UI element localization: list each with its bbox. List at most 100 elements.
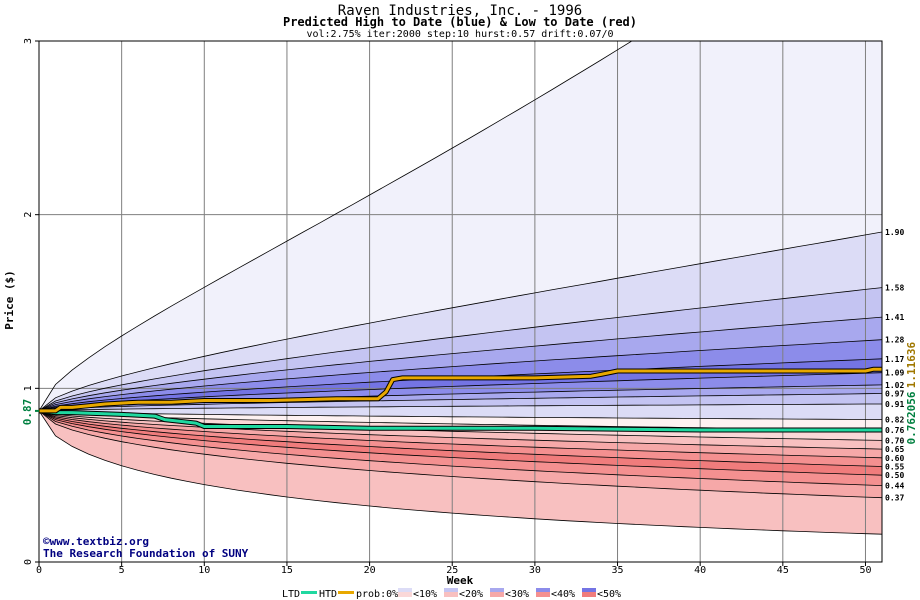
probability-band — [39, 287, 882, 411]
x-tick-label: 20 — [364, 565, 376, 576]
percentile-end-label: 0.55 — [885, 462, 904, 471]
legend-item-label: <10% — [413, 589, 437, 600]
probability-band — [39, 410, 882, 458]
percentile-line — [39, 393, 882, 412]
percentile-end-label: 1.09 — [885, 369, 904, 378]
percentile-end-label: 0.97 — [885, 390, 904, 399]
percentile-line — [39, 41, 633, 412]
probability-band — [39, 339, 882, 411]
probability-band — [39, 317, 882, 411]
percentile-end-label: 0.82 — [885, 416, 904, 425]
percentile-end-label: 1.28 — [885, 336, 904, 345]
x-tick-label: 35 — [612, 565, 624, 576]
chart-title: Raven Industries, Inc. - 1996 — [338, 3, 582, 19]
probability-band — [39, 410, 882, 430]
legend-item-label: <20% — [459, 589, 483, 600]
percentile-line — [39, 410, 882, 450]
percentile-end-label: 0.70 — [885, 436, 904, 445]
legend-swatch-blue — [398, 588, 412, 592]
y-tick-label: 3 — [23, 38, 34, 44]
y-axis-label: Price ($) — [3, 270, 16, 330]
legend-swatch-red — [398, 588, 412, 597]
percentile-line — [39, 410, 882, 535]
legend-htd-swatch — [338, 591, 354, 594]
probability-band — [39, 410, 882, 476]
y-tick-label: 2 — [23, 212, 34, 218]
percentile-end-label: 1.41 — [885, 313, 904, 322]
percentile-line — [39, 287, 882, 412]
x-tick-label: 50 — [859, 565, 871, 576]
percentile-line — [39, 410, 882, 499]
x-tick-label: 5 — [119, 565, 125, 576]
percentile-end-label: 0.37 — [885, 494, 904, 503]
probability-band — [39, 410, 882, 450]
percentile-end-label: 0.60 — [885, 454, 904, 463]
percentile-line — [39, 372, 882, 412]
legend-ltd-label: LTD — [282, 589, 300, 600]
legend-ltd-swatch — [301, 591, 317, 594]
legend: LTD HTD prob:0% <10% <20% <30% <40% <50% — [282, 588, 621, 600]
htd-final-label: 1.11636 — [905, 341, 918, 388]
x-tick-label: 30 — [529, 565, 541, 576]
x-tick-label: 45 — [777, 565, 789, 576]
percentile-line — [39, 410, 882, 420]
probability-band — [39, 410, 882, 441]
x-tick-label: 0 — [36, 565, 42, 576]
percentile-end-label: 0.65 — [885, 445, 904, 454]
legend-swatch-red — [444, 588, 458, 597]
probability-band — [39, 372, 882, 411]
probability-band — [39, 384, 882, 411]
watermark-url: ©www.textbiz.org — [43, 535, 149, 548]
grid-lines — [39, 41, 882, 562]
legend-swatch-blue — [536, 588, 550, 592]
chart-params: vol:2.75% iter:2000 step:10 hurst:0.57 d… — [306, 29, 613, 40]
x-tick-label: 25 — [446, 565, 458, 576]
percentile-end-label: 1.90 — [885, 228, 904, 237]
plot-frame — [38, 40, 883, 563]
percentile-line — [39, 410, 882, 459]
legend-swatch-red — [582, 588, 596, 597]
legend-item-label: <30% — [505, 589, 529, 600]
legend-item-label: <50% — [597, 589, 621, 600]
htd-line — [39, 367, 882, 413]
percentile-line — [39, 410, 882, 467]
chart-subtitle: Predicted High to Date (blue) & Low to D… — [283, 15, 637, 29]
probability-band — [39, 410, 882, 535]
probability-band — [39, 410, 882, 486]
percentile-line — [39, 410, 882, 486]
percentile-line — [39, 410, 882, 476]
x-tick-label: 15 — [281, 565, 293, 576]
y-tick-label: 1 — [23, 385, 34, 391]
probability-band — [39, 232, 882, 411]
percentile-end-label: 0.76 — [885, 426, 904, 435]
watermark-org: The Research Foundation of SUNY — [43, 547, 249, 560]
axes: 1.90 1.58 1.41 1.28 1.17 1.09 1.020.970.91 0.82… — [23, 38, 904, 576]
y-tick-label: 0 — [23, 559, 34, 565]
legend-swatch-blue — [582, 588, 596, 592]
legend-swatch-red — [536, 588, 550, 597]
legend-htd-label: HTD — [319, 589, 337, 600]
legend-swatch-blue — [444, 588, 458, 592]
ltd-line — [38, 409, 882, 432]
legend-prob-label: prob:0% — [356, 589, 398, 600]
probability-bands — [39, 41, 882, 535]
x-axis-label: Week — [447, 574, 474, 587]
probability-band — [39, 410, 882, 467]
legend-swatch-blue — [490, 588, 504, 592]
ltd-final-label: 0.762056 — [905, 391, 918, 444]
x-tick-label: 10 — [198, 565, 210, 576]
percentile-line — [39, 231, 882, 412]
legend-item-label: <40% — [551, 589, 575, 600]
x-tick-label: 40 — [694, 565, 706, 576]
legend-items: <10% <20% <30% <40% <50% — [398, 588, 621, 600]
percentile-end-label: 0.44 — [885, 482, 904, 491]
percentile-end-label: 1.02 — [885, 381, 904, 390]
percentile-end-label: 0.50 — [885, 471, 904, 480]
percentile-line — [39, 316, 882, 412]
percentile-line — [39, 403, 882, 412]
probability-band — [39, 41, 882, 411]
probability-band — [39, 393, 882, 411]
start-price-label: 0.87 — [21, 399, 34, 426]
